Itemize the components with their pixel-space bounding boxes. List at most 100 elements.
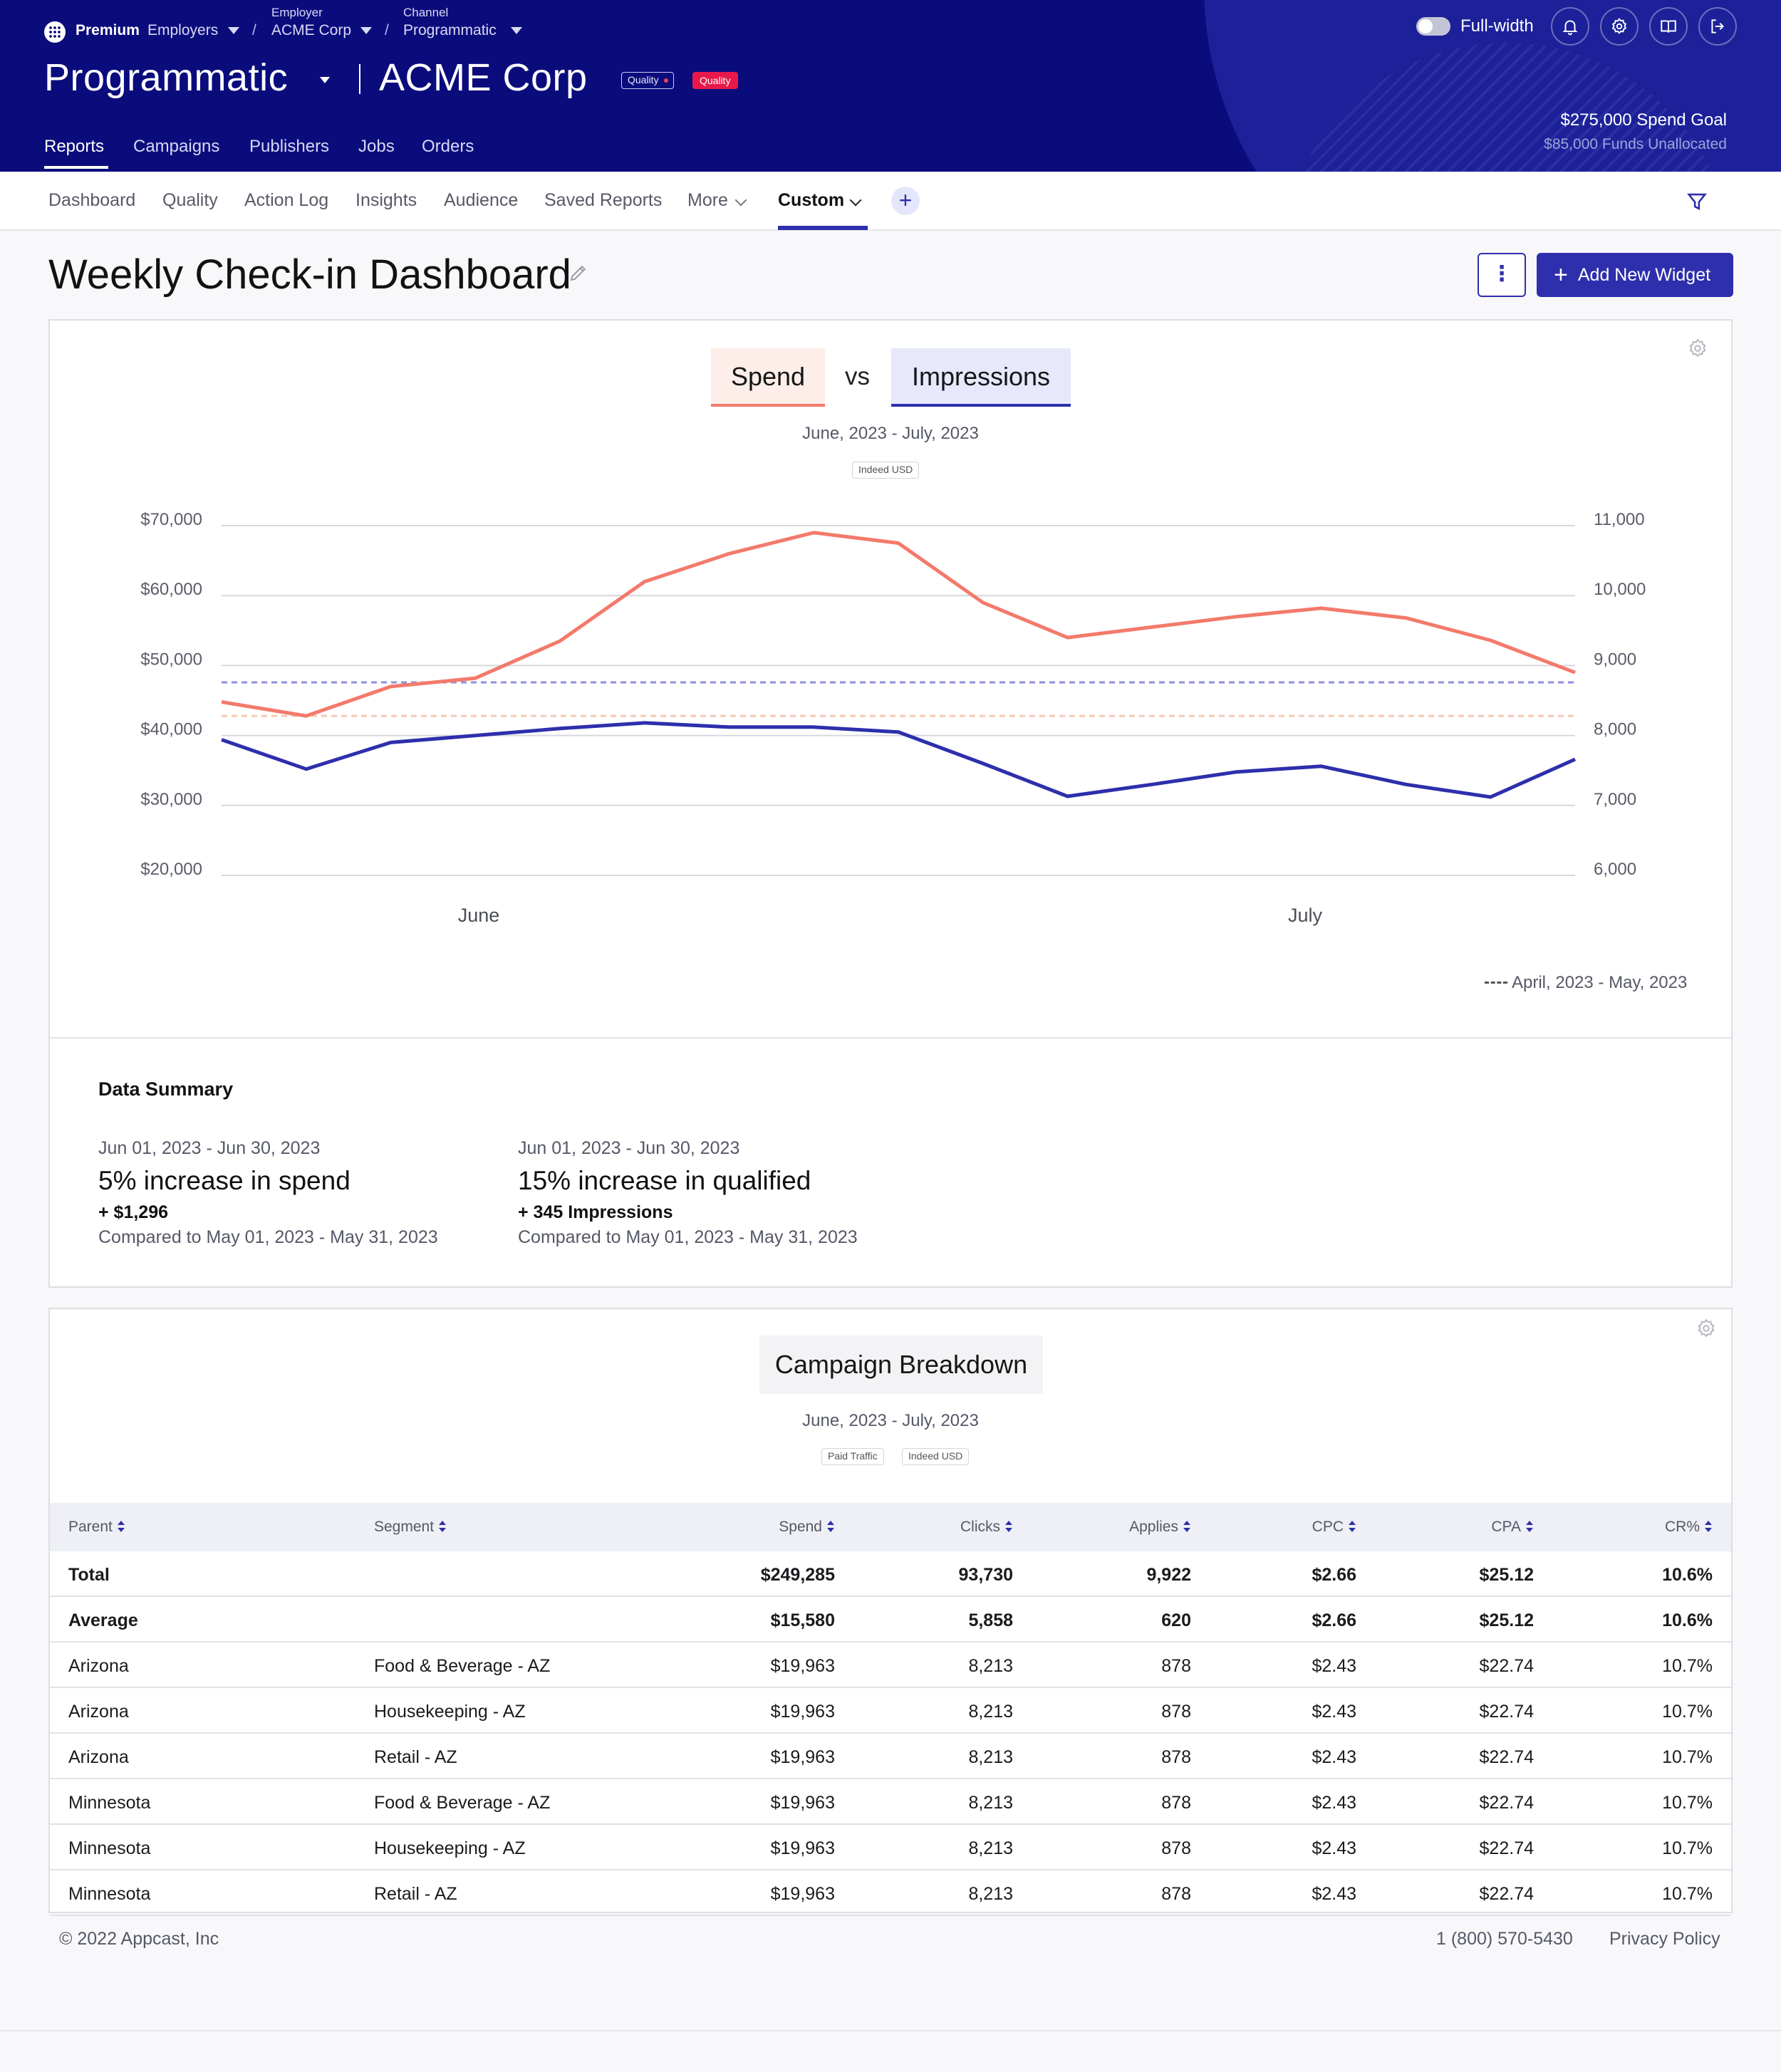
campaign-breakdown-title: Campaign Breakdown: [759, 1336, 1043, 1394]
breadcrumb-employer[interactable]: ACME Corp: [271, 22, 352, 38]
full-width-label: Full-width: [1460, 16, 1534, 36]
more-options-button[interactable]: ⋮: [1478, 253, 1526, 297]
sort-icon[interactable]: [1183, 1519, 1191, 1534]
table-row[interactable]: Arizona Housekeeping - AZ $19,963 8,213 878 $…: [50, 1688, 1731, 1734]
book-icon[interactable]: [1649, 7, 1688, 46]
widget-settings-gear-icon[interactable]: [1696, 1318, 1717, 1339]
chevron-down-icon[interactable]: [228, 27, 239, 34]
x-tick-label: June: [458, 905, 500, 926]
cell-applies: 878: [1161, 1793, 1191, 1813]
spend-metric-chip[interactable]: Spend: [711, 348, 825, 407]
y-right-tick-label: 7,000: [1594, 790, 1636, 809]
y-left-tick-label: $50,000: [140, 650, 202, 669]
cell-parent: Average: [68, 1610, 138, 1630]
add-tab-button[interactable]: +: [891, 187, 920, 215]
column-header-parent[interactable]: Parent: [68, 1519, 125, 1536]
spend-vs-impressions-widget: [48, 319, 1733, 1288]
tab-audience[interactable]: Audience: [444, 190, 519, 210]
tab-quality[interactable]: Quality: [162, 190, 218, 210]
column-header-cpc[interactable]: CPC: [1312, 1519, 1356, 1536]
sort-icon[interactable]: [1704, 1519, 1713, 1534]
y-right-tick-label: 9,000: [1594, 650, 1636, 669]
y-right-tick-label: 6,000: [1594, 860, 1636, 879]
nav-orders[interactable]: Orders: [422, 137, 474, 156]
footer-privacy-link[interactable]: Privacy Policy: [1609, 1929, 1720, 1949]
cell-cr-: 10.7%: [1662, 1884, 1713, 1904]
breadcrumb-channel-label: Channel: [403, 6, 449, 19]
table-row-total[interactable]: Total $249,285 93,730 9,922 $2.66 $25.12 10.6%: [50, 1551, 1731, 1597]
widget-settings-gear-icon[interactable]: [1687, 338, 1708, 359]
nav-publishers[interactable]: Publishers: [249, 137, 330, 156]
app-title[interactable]: Programmatic: [44, 56, 289, 99]
cell-spend: $19,963: [770, 1702, 835, 1722]
cell-cr-: 10.7%: [1662, 1793, 1713, 1813]
cell-cr-: 10.7%: [1662, 1702, 1713, 1722]
cell-cpc: $2.43: [1312, 1656, 1356, 1676]
spend-series-line[interactable]: [221, 531, 1576, 718]
cell-parent: Minnesota: [68, 1793, 151, 1813]
column-header-cr-[interactable]: CR%: [1665, 1519, 1713, 1536]
tab-more[interactable]: More: [687, 190, 728, 210]
logout-icon[interactable]: [1698, 7, 1737, 46]
tab-dashboard[interactable]: Dashboard: [48, 190, 136, 210]
breadcrumb-channel[interactable]: Programmatic: [403, 22, 497, 38]
breadcrumb-employers[interactable]: Employers: [147, 22, 219, 38]
chevron-down-icon[interactable]: [511, 27, 522, 34]
nav-jobs[interactable]: Jobs: [358, 137, 395, 156]
cell-cr-: 10.6%: [1662, 1610, 1713, 1630]
sort-icon[interactable]: [1004, 1519, 1013, 1534]
cell-cpa: $25.12: [1479, 1610, 1534, 1630]
column-header-clicks[interactable]: Clicks: [960, 1519, 1013, 1536]
footer-phone[interactable]: 1 (800) 570-5430: [1436, 1929, 1573, 1949]
sort-icon[interactable]: [826, 1519, 835, 1534]
cell-cpa: $22.74: [1479, 1747, 1534, 1767]
breadcrumb-separator: /: [385, 22, 389, 38]
filter-icon[interactable]: [1685, 189, 1709, 214]
pencil-icon[interactable]: [568, 262, 589, 283]
impressions-series-line[interactable]: [221, 721, 1577, 799]
sort-icon[interactable]: [1348, 1519, 1356, 1534]
column-header-spend[interactable]: Spend: [779, 1519, 835, 1536]
tab-saved-reports[interactable]: Saved Reports: [544, 190, 663, 210]
add-new-widget-button[interactable]: + Add New Widget: [1537, 253, 1733, 297]
table-row[interactable]: Arizona Food & Beverage - AZ $19,963 8,213 8…: [50, 1642, 1731, 1688]
status-dot-icon: [663, 78, 668, 83]
table-row[interactable]: Minnesota Retail - AZ $19,963 8,213 878 $2.43…: [50, 1870, 1731, 1916]
sort-icon[interactable]: [117, 1519, 125, 1534]
column-header-cpa[interactable]: CPA: [1491, 1519, 1534, 1536]
bell-icon[interactable]: [1551, 7, 1589, 46]
nav-campaigns[interactable]: Campaigns: [133, 137, 220, 156]
nav-active-indicator: [44, 166, 108, 169]
cell-parent: Arizona: [68, 1702, 129, 1722]
nav-reports[interactable]: Reports: [44, 137, 105, 156]
table-row-average[interactable]: Average $15,580 5,858 620 $2.66 $25.12 10.6%: [50, 1597, 1731, 1642]
table-row[interactable]: Minnesota Food & Beverage - AZ $19,963 8,21…: [50, 1779, 1731, 1825]
appcast-logo-icon[interactable]: [44, 21, 66, 43]
cell-cpa: $22.74: [1479, 1838, 1534, 1858]
tab-action-log[interactable]: Action Log: [244, 190, 329, 210]
sort-icon[interactable]: [1525, 1519, 1534, 1534]
secondary-nav: Dashboard Quality Action Log Insights Au…: [0, 172, 1781, 231]
tab-insights[interactable]: Insights: [355, 190, 417, 210]
impressions-metric-chip[interactable]: Impressions: [891, 348, 1071, 407]
cell-cr-: 10.6%: [1662, 1565, 1713, 1585]
cell-cpc: $2.66: [1312, 1565, 1356, 1585]
full-width-toggle[interactable]: [1416, 17, 1450, 36]
table-row[interactable]: Arizona Retail - AZ $19,963 8,213 878 $2.43 $2…: [50, 1734, 1731, 1779]
cell-spend: $19,963: [770, 1793, 835, 1813]
quality-badge-outline: Quality: [621, 72, 674, 89]
table-row[interactable]: Minnesota Housekeeping - AZ $19,963 8,213 87…: [50, 1825, 1731, 1870]
cell-clicks: 8,213: [968, 1747, 1013, 1767]
chevron-down-icon[interactable]: [360, 27, 372, 34]
sort-icon[interactable]: [438, 1519, 447, 1534]
cell-segment: Food & Beverage - AZ: [374, 1793, 551, 1813]
tab-custom[interactable]: Custom: [778, 190, 845, 210]
cell-segment: Retail - AZ: [374, 1747, 457, 1767]
app-switcher-caret-icon[interactable]: [320, 77, 330, 83]
cell-cr-: 10.7%: [1662, 1747, 1713, 1767]
column-header-applies[interactable]: Applies: [1129, 1519, 1191, 1536]
summary-headline: 15% increase in qualified: [518, 1166, 811, 1195]
cell-parent: Arizona: [68, 1747, 129, 1767]
settings-icon[interactable]: [1600, 7, 1639, 46]
column-header-segment[interactable]: Segment: [374, 1519, 447, 1536]
